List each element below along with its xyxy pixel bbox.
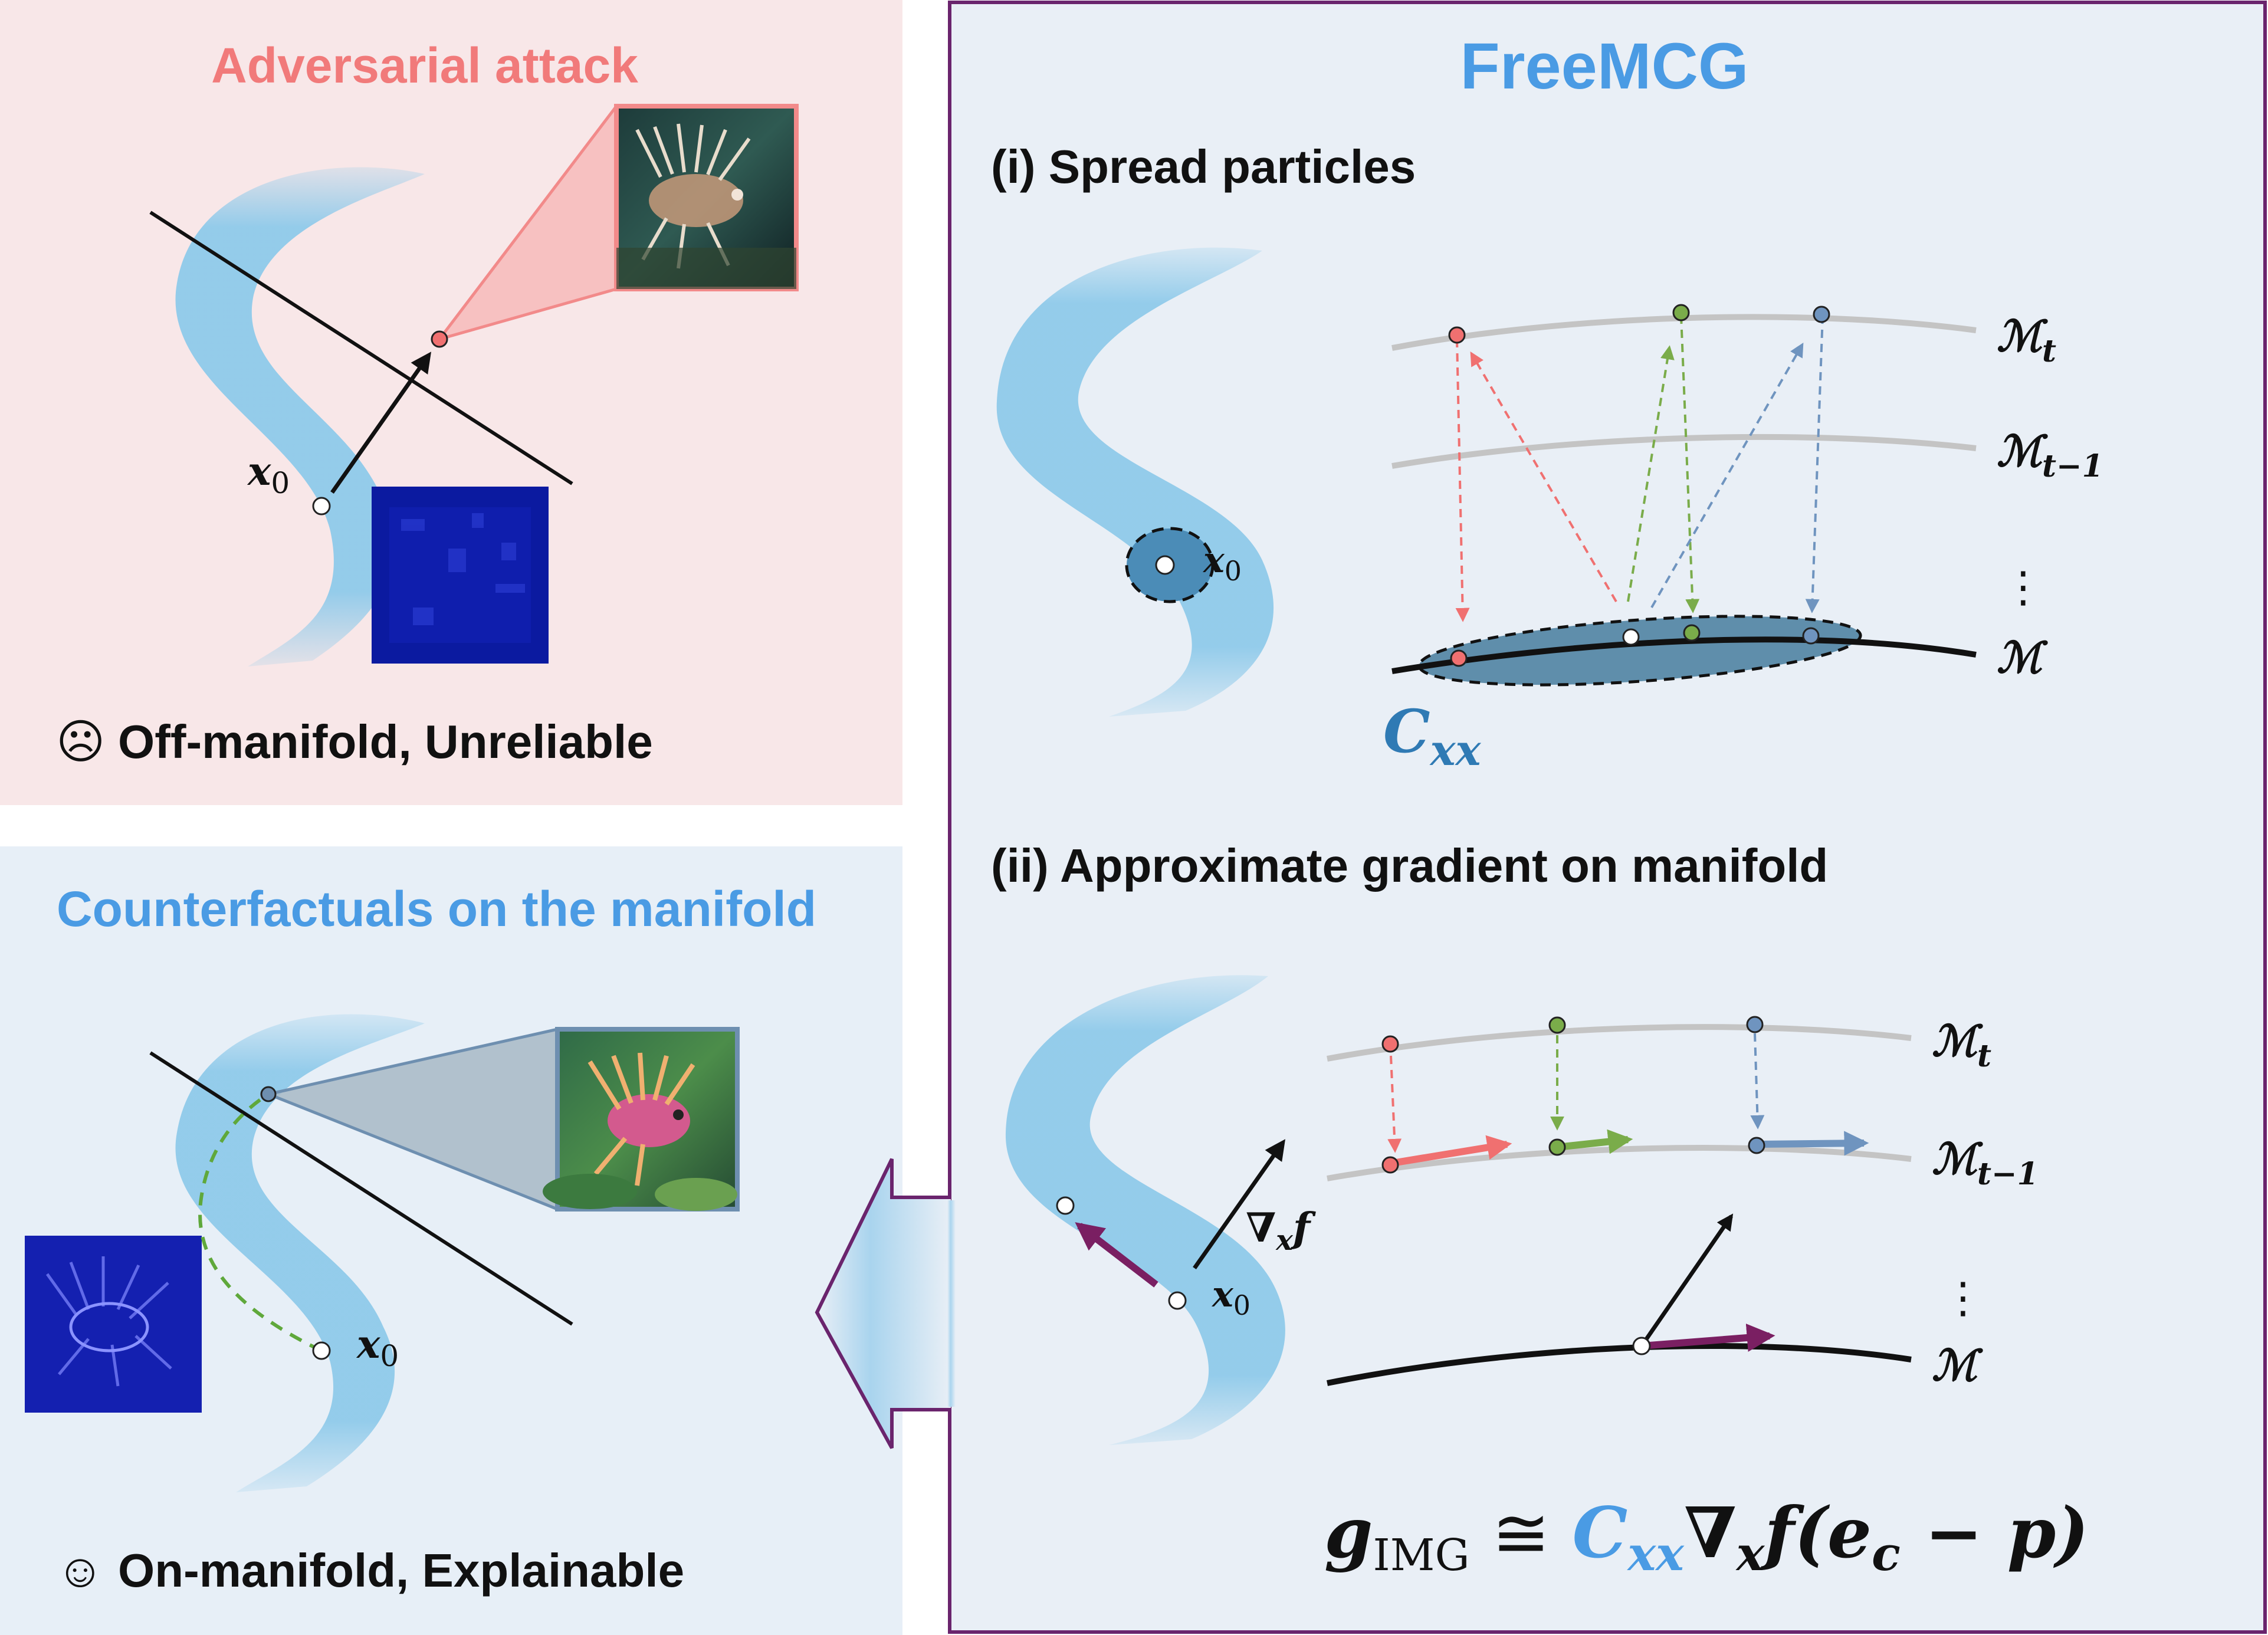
ambient-gradient-arrow [1193,1139,1286,1270]
step2-blue-arrow [1750,1033,1765,1130]
decision-boundary [149,211,573,485]
step1-ellipsis: ⋮ [2002,564,2044,611]
zoom-edge-top [438,105,618,340]
freemcg-title: FreeMCG [1460,30,1749,103]
cxx-label: Cxx [1383,697,1482,775]
red-denoise-arrow [1470,351,1617,603]
blue-score-arrow [1757,1131,1869,1156]
step2-red-t1 [1381,1156,1399,1174]
cf-zoom-edge-bottom [268,1092,558,1211]
data-manifold-band [175,167,425,667]
x0-label: x0 [247,448,290,500]
arrow-join-cover [947,1200,956,1407]
step2-label-mt1: ℳt−1 [1932,1134,2039,1192]
blue-particle-t [1813,306,1830,323]
step2-manifold-band [1005,975,1285,1445]
step2-ellipsis: ⋮ [1942,1275,1984,1322]
step2-red-arrow [1387,1055,1402,1153]
cf-x0-label: x0 [356,1321,399,1373]
red-score-arrow [1391,1135,1512,1167]
lionfish-photo-icon [614,104,799,291]
red-noise-arrow [1455,339,1470,622]
step1-x0-point [1155,555,1175,575]
cf-zoom-edge-top [268,1027,558,1096]
step1-x0-label: x0 [1202,540,1242,587]
step2-title: (ii) Approximate gradient on manifold [991,839,1828,892]
step2-manifold-point [1632,1337,1651,1355]
cf-zoom-cone [268,1029,557,1209]
step1-label-mt: ℳt [1997,311,2056,369]
cf-x0-point [312,1341,331,1360]
green-denoise-arrow [1627,345,1675,602]
step2-projected-arrow [1641,1324,1775,1352]
gradient-formula: gIMG ≅ Cxx∇xf(ec − p) [1324,1492,2089,1581]
cf-decision-boundary [149,1051,573,1326]
generated-fish-icon [543,1027,740,1212]
step2-label-m: ℳ [1932,1340,1984,1390]
cf-data-manifold-band [175,1014,425,1492]
step2-green-t1 [1548,1138,1566,1156]
step2-label-mt: ℳt [1932,1016,1991,1074]
adversarial-point [431,330,448,348]
counterfactual-title: Counterfactuals on the manifold [57,881,816,937]
step2-manifold-t-curve [1327,1024,1912,1062]
blue-noise-arrow [1805,315,1824,613]
counterfactual-path [198,1092,323,1352]
green-particle-m [1683,624,1701,642]
zoom-edge-bottom [439,287,617,341]
x0-particle-m [1622,628,1640,646]
step2-blue-t [1746,1016,1764,1033]
freemcg-panel [948,1,2267,1634]
frown-icon: ☹ [56,715,105,768]
step2-blue-t1 [1748,1137,1765,1154]
difference-map-icon [25,1236,202,1413]
step2-target-point [1056,1196,1075,1215]
x0-point [312,497,331,516]
step1-label-mt1: ℳt−1 [1997,426,2103,484]
attack-caption: Off-manifold, Unreliable [118,715,653,768]
step2-data-manifold-curve [1327,1342,1912,1386]
covariance-cxx-ellipse [1417,615,1862,687]
manifold-t-1-curve [1391,434,1977,469]
green-noise-arrow [1680,315,1700,613]
attack-arrow [330,352,432,494]
red-particle-t [1448,326,1466,344]
cf-target-point [260,1086,277,1102]
step1-title: (i) Spread particles [991,140,1416,193]
data-manifold-curve [1391,636,1977,674]
green-particle-t [1672,304,1690,321]
red-particle-m [1450,649,1468,667]
step1-manifold-band [996,247,1274,717]
step2-red-t [1381,1035,1399,1053]
noise-map-icon [372,487,549,664]
step2-x0-point [1168,1291,1187,1310]
step2-green-t [1548,1016,1566,1034]
blue-denoise-arrow [1650,342,1804,608]
step2-ambient-arrow [1640,1213,1734,1347]
step1-label-m: ℳ [1997,632,2049,682]
blue-particle-m [1802,627,1820,645]
green-score-arrow [1557,1129,1633,1154]
smile-icon: ☺ [56,1544,104,1597]
on-manifold-gradient-arrow [1075,1222,1158,1288]
result-arrow [815,1158,951,1449]
attack-title: Adversarial attack [211,38,638,93]
counterfactual-caption: On-manifold, Explainable [118,1544,684,1597]
step2-x0-label: x0 [1211,1274,1250,1321]
